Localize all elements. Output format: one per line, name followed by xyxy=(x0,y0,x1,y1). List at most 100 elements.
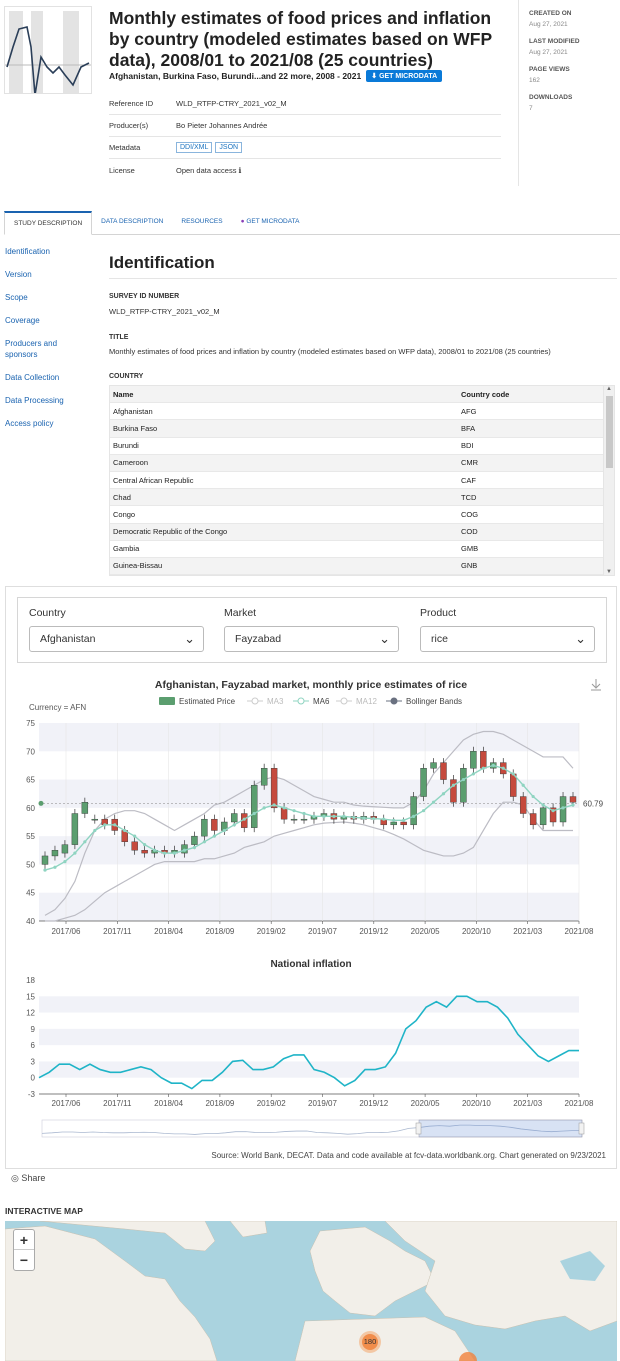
bollinger-upper xyxy=(44,730,574,916)
ma6-point xyxy=(182,848,187,852)
nav-coverage[interactable]: Coverage xyxy=(5,316,40,325)
ma6-point xyxy=(272,803,276,807)
map-cluster-marker[interactable]: 180 xyxy=(363,1337,377,1346)
navigator-selection[interactable] xyxy=(418,1119,583,1138)
json-link[interactable]: JSON xyxy=(215,142,243,153)
country-name: Democratic Republic of the Congo xyxy=(113,527,228,537)
nav-identification[interactable]: Identification xyxy=(5,247,50,256)
ma6-point xyxy=(162,851,167,855)
tab-get-microdata[interactable]: ● GET MICRODATA xyxy=(232,211,309,234)
table-row: Cameroon CMR xyxy=(110,454,614,472)
nav-version[interactable]: Version xyxy=(5,270,32,279)
price-candle xyxy=(480,751,487,769)
ma6-point xyxy=(252,811,256,816)
price-candle xyxy=(470,751,477,769)
x-tick-label: 2019/02 xyxy=(257,1099,286,1108)
legend-label: MA6 xyxy=(313,697,330,706)
price-candle xyxy=(260,768,268,786)
ma6-point xyxy=(172,851,177,855)
country-code: CMR xyxy=(461,458,479,468)
ma6-point xyxy=(571,803,575,807)
y-tick-label: 55 xyxy=(26,832,35,841)
country-select[interactable]: Afghanistan ⌄ xyxy=(29,626,204,652)
y-tick-label: 3 xyxy=(31,1057,36,1066)
price-candle xyxy=(420,768,427,797)
ma6-point xyxy=(262,806,266,810)
market-select[interactable]: Fayzabad ⌄ xyxy=(224,626,399,652)
ma6-point xyxy=(292,809,296,813)
survey-id-label: SURVEY ID NUMBER xyxy=(109,293,180,300)
product-select[interactable]: rice ⌄ xyxy=(420,626,595,652)
get-microdata-button[interactable]: ⬇ GET MICRODATA xyxy=(366,70,443,82)
tab-resources[interactable]: RESOURCES xyxy=(181,218,223,225)
ma6-point xyxy=(372,817,376,821)
x-tick-label: 2021/08 xyxy=(565,927,594,936)
navigator-handle-left[interactable] xyxy=(415,1122,422,1135)
title-label: TITLE xyxy=(109,334,129,341)
nav-data-collection[interactable]: Data Collection xyxy=(5,373,60,382)
navigator-handle-right[interactable] xyxy=(578,1122,585,1135)
y-tick-label: 65 xyxy=(26,776,35,785)
nav-scope[interactable]: Scope xyxy=(5,293,28,302)
modified-label: LAST MODIFIED xyxy=(529,38,580,45)
chart-source: Source: World Bank, DECAT. Data and code… xyxy=(211,1151,606,1160)
country-name: Afghanistan xyxy=(113,406,153,416)
y-tick-label: 18 xyxy=(26,976,35,985)
interactive-map[interactable]: 180 + − xyxy=(5,1221,617,1361)
table-row: Chad TCD xyxy=(110,489,614,507)
price-candle xyxy=(71,813,79,845)
country-filter-label: Country xyxy=(29,607,66,619)
nav-access-policy[interactable]: Access policy xyxy=(5,419,54,428)
legend-label: Bollinger Bands xyxy=(406,697,462,706)
zoom-in-button[interactable]: + xyxy=(14,1230,34,1250)
price-candle xyxy=(91,818,99,821)
filter-panel: Country Afghanistan ⌄ Market Fayzabad ⌄ Pr… xyxy=(17,597,607,663)
ma6-point xyxy=(451,783,456,787)
x-tick-label: 2018/09 xyxy=(205,1099,234,1108)
download-icon[interactable] xyxy=(591,679,601,691)
table-row: Guinea-Bissau GNB xyxy=(110,557,614,575)
views-label: PAGE VIEWS xyxy=(529,66,570,73)
price-candle xyxy=(519,796,527,814)
zoom-control: + − xyxy=(13,1229,35,1271)
ma6-point xyxy=(362,816,366,820)
metadata-table: Reference ID WLD_RTFP-CTRY_2021_v02_M Pro… xyxy=(109,93,501,181)
zoom-out-button[interactable]: − xyxy=(19,1252,29,1268)
ma6-point xyxy=(501,766,505,770)
tab-data-description[interactable]: DATA DESCRIPTION xyxy=(101,218,164,225)
ma6-point xyxy=(192,845,197,850)
price-candle xyxy=(440,762,447,780)
scroll-up-icon[interactable]: ▲ xyxy=(606,386,612,392)
ma6-point xyxy=(352,815,356,820)
country-code: BDI xyxy=(461,441,474,451)
ma6-point xyxy=(242,817,246,821)
legend-marker xyxy=(251,697,259,705)
table-row: Burkina Faso BFA xyxy=(110,420,614,438)
country-name: Burkina Faso xyxy=(113,423,158,433)
country-code: TCD xyxy=(461,492,477,502)
bollinger-lower xyxy=(45,801,573,922)
share-button[interactable]: ◎ Share xyxy=(11,1173,45,1184)
ma6-point xyxy=(342,814,346,818)
ma6-point xyxy=(302,811,306,816)
ma6-line xyxy=(44,764,574,871)
ma6-point xyxy=(332,814,336,818)
nav-producers[interactable]: Producers and sponsors xyxy=(5,339,58,359)
ddi-xml-link[interactable]: DDI/XML xyxy=(176,142,213,153)
section-heading: Identification xyxy=(109,253,215,272)
legend-label: MA12 xyxy=(356,697,377,706)
price-candle xyxy=(450,779,457,803)
scroll-down-icon[interactable]: ▼ xyxy=(606,569,612,575)
price-candle xyxy=(300,818,308,821)
tab-study-description[interactable]: STUDY DESCRIPTION xyxy=(4,211,93,235)
table-row: Democratic Republic of the Congo COD xyxy=(110,523,614,541)
y-tick-label: 15 xyxy=(26,992,35,1001)
x-tick-label: 2018/04 xyxy=(154,927,183,936)
table-scrollbar[interactable]: ▲ ▼ xyxy=(603,386,614,575)
ma6-point xyxy=(103,823,107,827)
ma6-point xyxy=(113,823,117,827)
nav-data-processing[interactable]: Data Processing xyxy=(5,396,64,405)
scroll-thumb[interactable] xyxy=(606,396,613,468)
table-header-row: Name Country code xyxy=(110,386,614,404)
